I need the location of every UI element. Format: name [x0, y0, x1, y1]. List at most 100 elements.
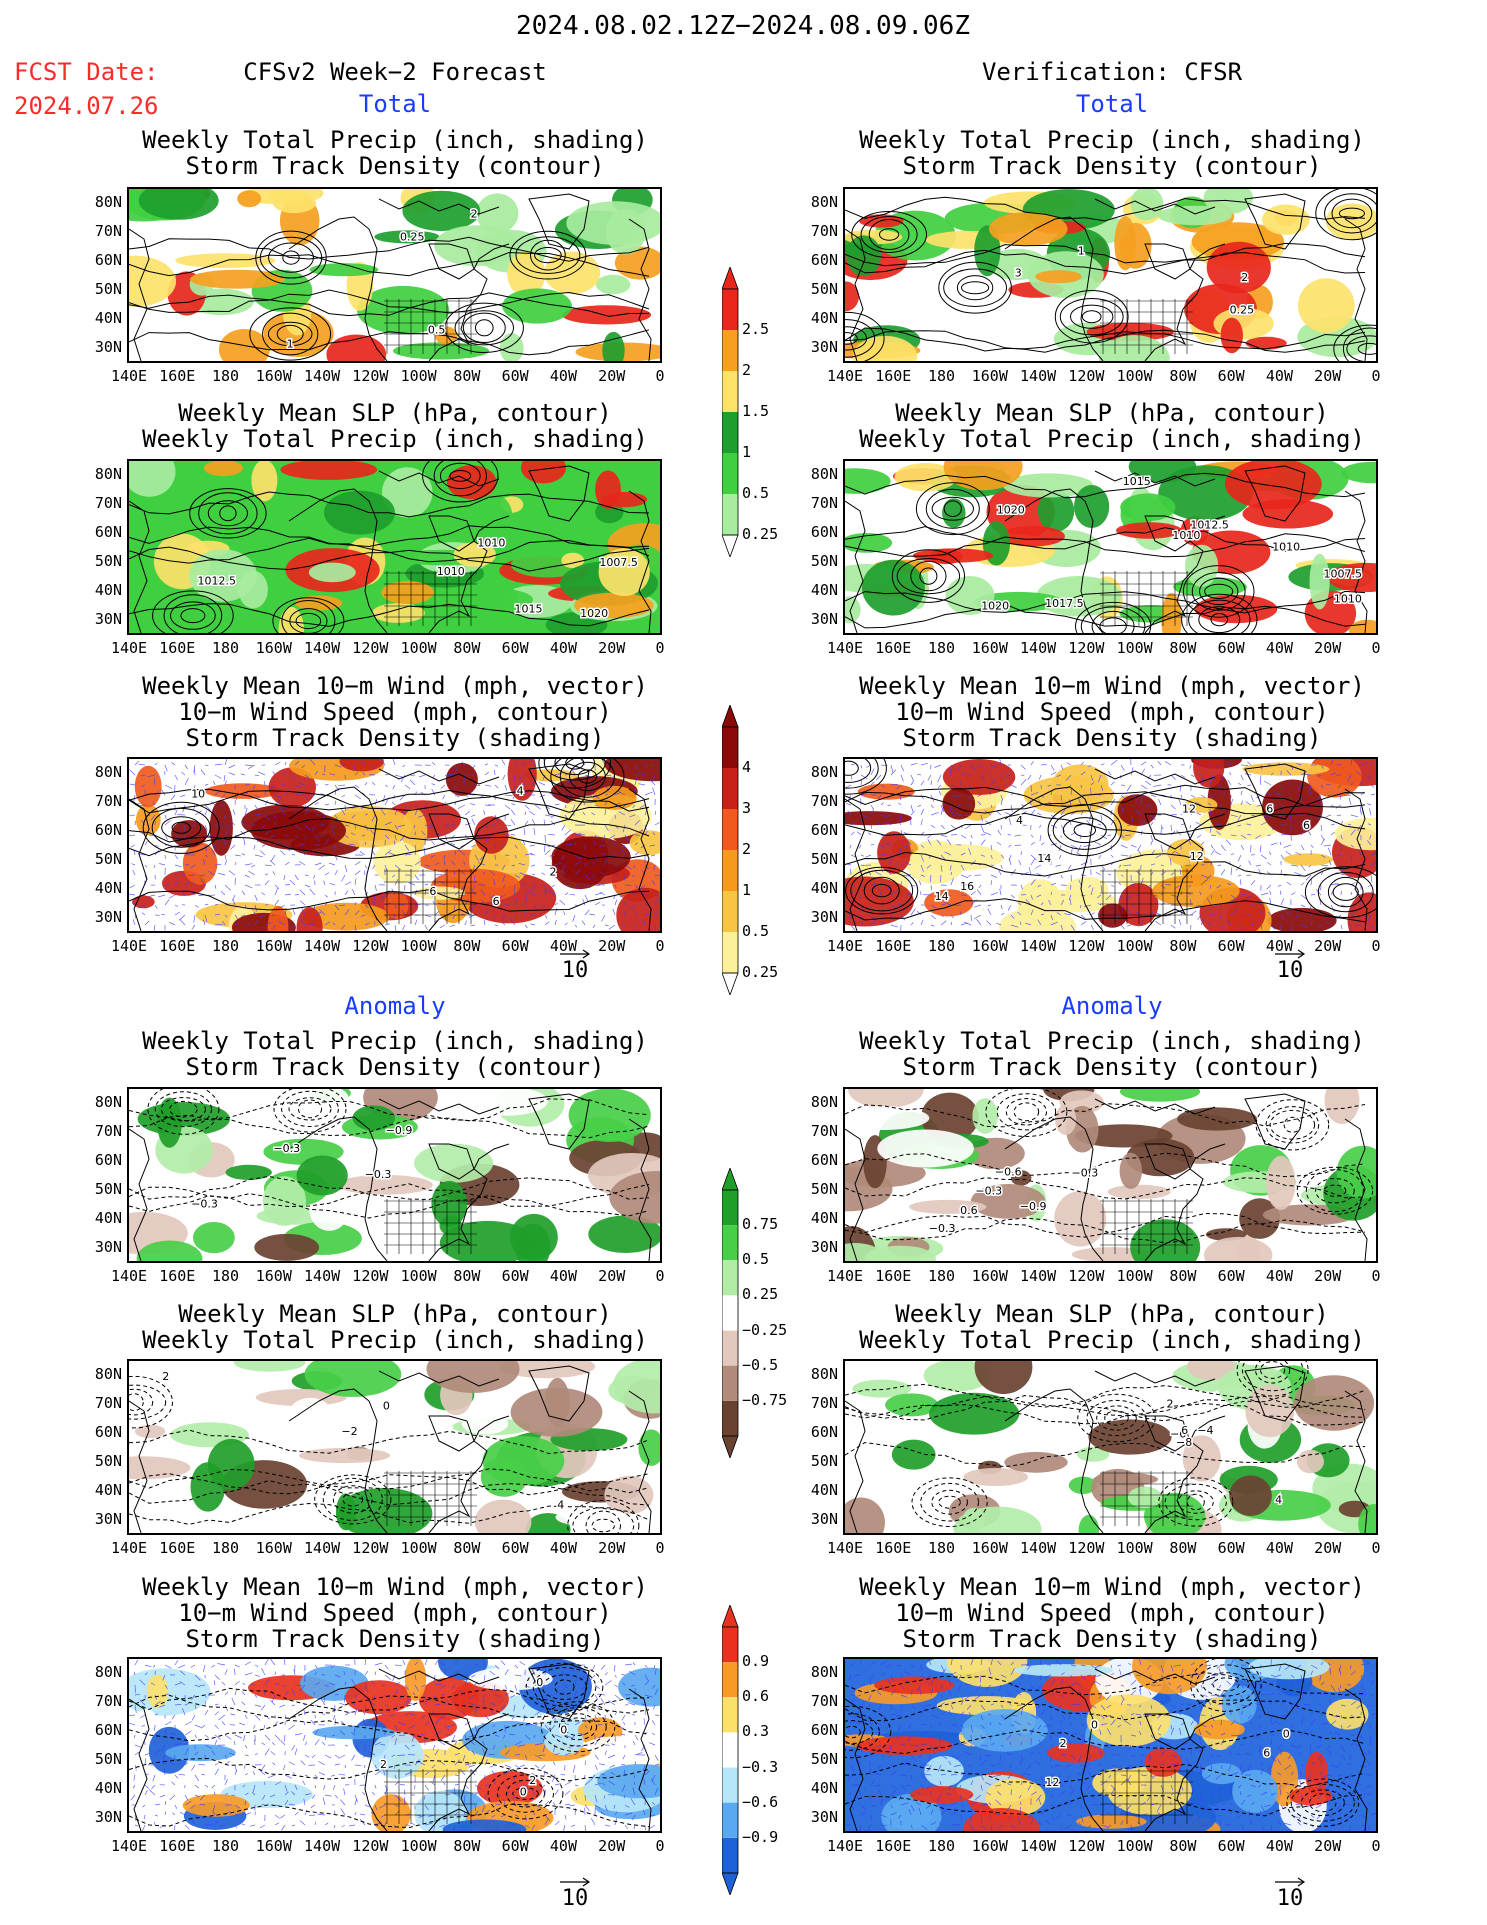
lon-label: 60W	[501, 1837, 529, 1855]
contour-label: 3	[1015, 267, 1022, 280]
contour-label: 1007.5	[599, 556, 638, 569]
colorbar-anomaly-precip	[721, 1166, 782, 1460]
lon-label: 40W	[549, 1539, 577, 1557]
lat-label: 70N	[94, 1122, 122, 1140]
contour-label: 2	[380, 1758, 387, 1771]
lon-label: 160W	[255, 1837, 292, 1855]
lat-label: 80N	[810, 1093, 838, 1111]
lon-label: 120W	[1068, 1837, 1105, 1855]
fc-anom-wind-title: Weekly Mean 10−m Wind (mph, vector) 10−m…	[142, 1573, 648, 1653]
lat-label: 80N	[94, 1093, 122, 1111]
contour-label: 0.25	[1230, 304, 1255, 317]
lat-label: 40N	[810, 1779, 838, 1797]
lon-label: 180	[927, 1837, 956, 1855]
reference-arrow-icon	[1275, 949, 1306, 959]
contour-label: 6	[1266, 802, 1273, 815]
colorbar-tick-label: 4	[742, 758, 752, 776]
lon-label: 160W	[971, 639, 1008, 657]
lat-label: 60N	[810, 1151, 838, 1169]
lon-label: 180	[927, 367, 956, 385]
lon-label: 120W	[352, 1539, 389, 1557]
lat-label: 60N	[94, 1721, 122, 1739]
lon-label: 140W	[304, 937, 341, 955]
left-section-anomaly: Anomaly	[344, 992, 446, 1020]
fcst-date-value: 2024.07.26	[14, 92, 159, 120]
lon-label: 140E	[826, 1539, 864, 1557]
reference-vector-label: 10	[561, 1886, 589, 1911]
lon-label: 160W	[255, 367, 292, 385]
vf-total-slp-title: Weekly Mean SLP (hPa, contour) Weekly To…	[859, 399, 1365, 453]
lon-label: 80W	[453, 367, 481, 385]
lon-label: 160E	[875, 1539, 912, 1557]
colorbar-total-storm-density	[721, 703, 782, 997]
lon-label: 20W	[598, 1539, 626, 1557]
contour-label: 1015	[1123, 475, 1151, 488]
lon-label: 140E	[826, 1837, 864, 1855]
right-section-anomaly: Anomaly	[1061, 992, 1163, 1020]
contour-label: 14	[1037, 852, 1051, 865]
lon-label: 40W	[1265, 639, 1293, 657]
lon-label: 40W	[1265, 367, 1293, 385]
contour-label: −0.3	[975, 1184, 1002, 1197]
contour-label: 1012.5	[198, 574, 237, 587]
lat-label: 70N	[94, 1692, 122, 1710]
lon-label: 160E	[159, 1267, 196, 1285]
colorbar-tick-label: 0.9	[742, 1652, 770, 1671]
lat-label: 80N	[810, 193, 838, 211]
contour-label: −0.3	[929, 1222, 956, 1235]
lon-label: 160E	[159, 1837, 196, 1855]
lon-label: 60W	[1217, 367, 1245, 385]
reference-arrow-icon	[560, 949, 591, 959]
lat-label: 40N	[810, 1481, 838, 1499]
lat-label: 50N	[94, 552, 122, 570]
lat-label: 70N	[810, 1692, 838, 1710]
lon-label: 20W	[1314, 1539, 1342, 1557]
lon-label: 100W	[1116, 1837, 1153, 1855]
colorbar-tick-label: 2	[742, 840, 752, 858]
lon-label: 0	[1371, 367, 1381, 385]
contour-label: 4	[517, 784, 524, 797]
lon-label: 120W	[1068, 367, 1105, 385]
lat-label: 80N	[810, 465, 838, 483]
lon-label: 140W	[1020, 1837, 1057, 1855]
lat-label: 80N	[810, 763, 838, 781]
lon-label: 140E	[110, 1539, 148, 1557]
lat-label: 30N	[94, 1238, 122, 1256]
contour-label: 1020	[997, 504, 1025, 517]
lat-label: 70N	[94, 222, 122, 240]
contour-label: 0.6	[960, 1204, 978, 1217]
lon-label: 120W	[1068, 1267, 1105, 1285]
lon-label: 140W	[1020, 1539, 1057, 1557]
left-section-total: Total	[358, 90, 432, 118]
lat-label: 30N	[94, 338, 122, 356]
contour-label: 1017.5	[1045, 597, 1084, 610]
lon-label: 120W	[352, 937, 389, 955]
colorbar-tick-label: 0.25	[742, 525, 779, 543]
vf-total-precip-title: Weekly Total Precip (inch, shading) Stor…	[859, 126, 1365, 180]
colorbar-tick-label: −0.3	[742, 1757, 779, 1776]
lon-label: 160E	[159, 1539, 196, 1557]
contour-label: 0	[1091, 1719, 1098, 1732]
colorbar-tick-label: 0.3	[742, 1722, 770, 1741]
lat-label: 70N	[94, 494, 122, 512]
contour-label: 0	[560, 1724, 567, 1737]
lat-label: 80N	[94, 763, 122, 781]
lat-label: 40N	[94, 879, 122, 897]
lon-label: 0	[655, 367, 665, 385]
contour-label: −8	[1176, 1436, 1192, 1449]
lat-label: 40N	[810, 1209, 838, 1227]
lon-label: 60W	[1217, 1837, 1245, 1855]
contour-label: 0	[383, 1399, 390, 1412]
fc-anom-slp-title: Weekly Mean SLP (hPa, contour) Weekly To…	[142, 1300, 648, 1354]
contour-label: 2	[471, 207, 478, 220]
lon-label: 160W	[255, 639, 292, 657]
contour-label: 0	[520, 1786, 527, 1799]
fc-total-wind-title: Weekly Mean 10−m Wind (mph, vector) 10−m…	[142, 672, 648, 752]
contour-label: 1	[1078, 244, 1085, 257]
lon-label: 100W	[400, 1539, 437, 1557]
lon-label: 60W	[501, 1539, 529, 1557]
lon-label: 40W	[1265, 1837, 1293, 1855]
lat-label: 60N	[94, 821, 122, 839]
contour-label: −0.9	[1020, 1200, 1047, 1213]
lon-label: 0	[655, 639, 665, 657]
